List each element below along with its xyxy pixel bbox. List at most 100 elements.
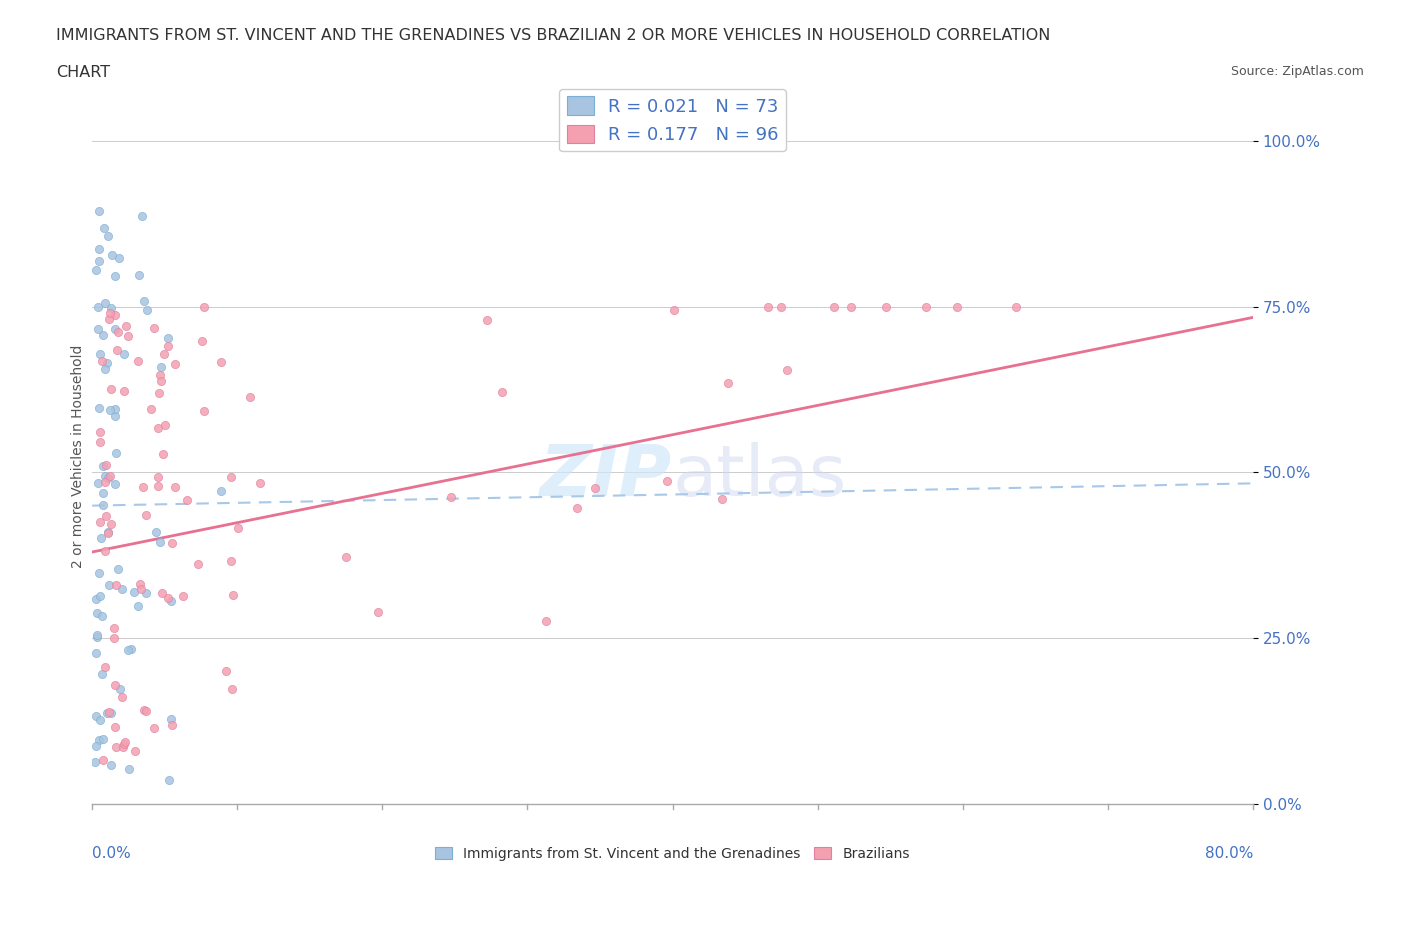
Point <box>96 706 118 721</box>
Text: ZIP: ZIP <box>540 443 672 512</box>
Point <box>104 578 127 592</box>
Point <box>96 356 118 371</box>
Point <box>141 402 163 417</box>
Point <box>157 331 180 346</box>
Point <box>534 614 557 629</box>
Point <box>129 577 152 591</box>
Point <box>226 521 249 536</box>
Point <box>135 586 157 601</box>
Point <box>146 479 169 494</box>
Point <box>89 435 111 450</box>
Point <box>143 320 166 335</box>
Point <box>664 303 686 318</box>
Point <box>162 718 184 733</box>
Point <box>97 525 120 540</box>
Point <box>87 565 110 580</box>
Point <box>84 739 107 754</box>
Point <box>149 374 172 389</box>
Point <box>156 591 179 605</box>
Point <box>946 299 969 314</box>
Legend: Immigrants from St. Vincent and the Grenadines, Brazilians: Immigrants from St. Vincent and the Gren… <box>430 842 915 867</box>
Point <box>127 353 149 368</box>
Point <box>875 299 897 314</box>
Point <box>135 703 157 718</box>
Point <box>160 536 183 551</box>
Point <box>176 492 198 507</box>
Point <box>105 343 128 358</box>
Point <box>107 325 129 339</box>
Point <box>111 689 134 704</box>
Point <box>104 476 127 491</box>
Point <box>91 327 114 342</box>
Point <box>711 492 734 507</box>
Point <box>160 593 183 608</box>
Point <box>112 347 135 362</box>
Point <box>94 509 117 524</box>
Point <box>149 360 172 375</box>
Point <box>100 382 122 397</box>
Point <box>124 744 146 759</box>
Point <box>146 420 169 435</box>
Point <box>90 530 112 545</box>
Point <box>107 562 129 577</box>
Point <box>565 500 588 515</box>
Point <box>193 403 215 418</box>
Point <box>149 535 172 550</box>
Point <box>657 474 679 489</box>
Point <box>117 762 139 777</box>
Point <box>770 299 793 314</box>
Point <box>135 508 157 523</box>
Text: CHART: CHART <box>56 65 110 80</box>
Point <box>367 604 389 619</box>
Point <box>91 498 114 512</box>
Point <box>120 642 142 657</box>
Point <box>94 543 117 558</box>
Point <box>215 664 238 679</box>
Point <box>104 720 127 735</box>
Point <box>100 706 122 721</box>
Point <box>93 659 115 674</box>
Point <box>823 299 845 314</box>
Point <box>86 708 108 723</box>
Text: 80.0%: 80.0% <box>1205 845 1253 860</box>
Point <box>915 299 938 314</box>
Point <box>103 631 125 645</box>
Point <box>129 581 152 596</box>
Point <box>157 773 180 788</box>
Point <box>776 363 799 378</box>
Point <box>127 599 149 614</box>
Point <box>112 739 135 754</box>
Point <box>104 269 127 284</box>
Point <box>93 362 115 377</box>
Point <box>131 209 153 224</box>
Point <box>104 445 127 460</box>
Point <box>90 667 112 682</box>
Point <box>89 241 111 256</box>
Point <box>89 204 111 219</box>
Text: Source: ZipAtlas.com: Source: ZipAtlas.com <box>1230 65 1364 78</box>
Point <box>101 248 124 263</box>
Y-axis label: 2 or more Vehicles in Household: 2 or more Vehicles in Household <box>72 344 86 567</box>
Point <box>153 347 176 362</box>
Point <box>97 312 120 326</box>
Point <box>112 737 135 751</box>
Point <box>86 630 108 644</box>
Point <box>117 642 139 657</box>
Point <box>89 253 111 268</box>
Point <box>98 578 121 592</box>
Point <box>132 702 155 717</box>
Point <box>491 384 513 399</box>
Point <box>163 357 186 372</box>
Point <box>97 471 120 485</box>
Point <box>89 514 111 529</box>
Point <box>841 299 863 314</box>
Point <box>249 475 271 490</box>
Point <box>115 319 138 334</box>
Point <box>91 753 114 768</box>
Point <box>114 735 136 750</box>
Point <box>112 383 135 398</box>
Point <box>98 469 121 484</box>
Point <box>93 220 115 235</box>
Point <box>717 376 740 391</box>
Point <box>86 645 108 660</box>
